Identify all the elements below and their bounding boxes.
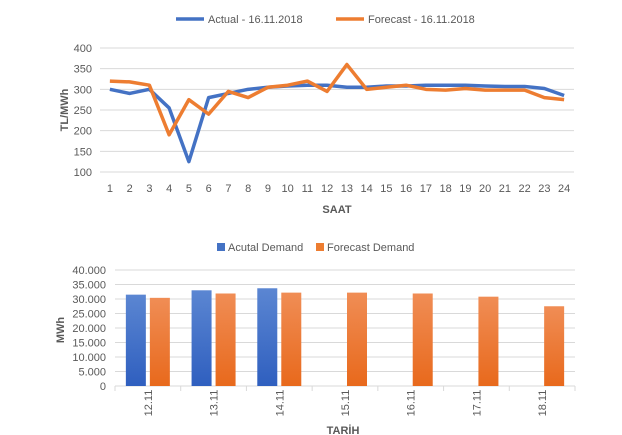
x-tick-label: 16 — [400, 183, 412, 195]
x-tick-label: 16.11 — [406, 390, 418, 417]
x-tick-label: 22 — [519, 183, 531, 195]
x-tick-label: 5 — [186, 183, 192, 195]
bar-actual — [257, 288, 278, 386]
x-axis-title: SAAT — [322, 204, 351, 216]
series-line-actual — [109, 83, 565, 164]
x-tick-label: 11 — [302, 183, 313, 195]
y-tick-label: 200 — [74, 126, 92, 138]
x-tick-label: 7 — [225, 183, 231, 195]
y-tick-label: 25.000 — [72, 309, 106, 321]
x-tick-label: 20 — [479, 183, 491, 195]
x-tick-label: 21 — [499, 183, 511, 195]
x-tick-label: 15 — [380, 183, 392, 195]
x-tick-label: 1 — [107, 183, 113, 195]
legend-label: Forecast Demand — [327, 242, 414, 254]
y-axis-title: TL/MWh — [59, 88, 71, 131]
bar-forecast — [215, 293, 236, 386]
y-tick-label: 350 — [74, 64, 92, 76]
y-tick-label: 300 — [74, 84, 92, 96]
x-tick-label: 18.11 — [537, 390, 549, 417]
y-tick-label: 10.000 — [72, 352, 106, 364]
y-tick-label: 35.000 — [72, 280, 106, 292]
x-tick-label: 15.11 — [340, 390, 352, 417]
x-tick-label: 13.11 — [209, 390, 221, 417]
bar-forecast — [149, 297, 170, 386]
bar-forecast — [347, 292, 367, 386]
x-tick-label: 4 — [166, 183, 172, 195]
x-tick-label: 14.11 — [274, 390, 286, 417]
x-tick-label: 17.11 — [471, 390, 483, 417]
x-axis-title: TARİH — [327, 424, 360, 435]
bar-chart: 0 5.000 10.000 15.000 20.000 25.000 30.000 35.0… — [55, 242, 576, 435]
y-tick-label: 20.000 — [72, 323, 106, 335]
y-tick-label: 150 — [74, 146, 92, 158]
bar-actual — [125, 294, 146, 386]
x-tick-label: 19 — [459, 183, 471, 195]
x-tick-label: 13 — [341, 183, 353, 195]
y-tick-label: 0 — [100, 381, 106, 393]
x-tick-label: 12.11 — [143, 390, 155, 417]
x-tick-label: 24 — [558, 183, 570, 195]
bar-forecast — [478, 296, 499, 386]
x-tick-label: 14 — [361, 183, 373, 195]
y-tick-label: 5.000 — [78, 367, 106, 379]
x-tick-label: 23 — [538, 183, 550, 195]
y-tick-label: 15.000 — [72, 338, 106, 350]
series-line-forecast — [109, 62, 565, 137]
legend-label: Acutal Demand — [228, 242, 303, 254]
bar-forecast — [281, 292, 302, 386]
y-tick-label: 40.000 — [72, 265, 106, 277]
legend-swatch — [316, 243, 324, 251]
legend-label: Actual - 16.11.2018 — [208, 14, 303, 26]
x-tick-label: 17 — [420, 183, 432, 195]
legend-label: Forecast - 16.11.2018 — [368, 14, 475, 26]
legend-swatch — [217, 243, 225, 251]
bar-actual — [191, 290, 212, 386]
x-tick-label: 10 — [282, 183, 294, 195]
x-tick-label: 18 — [440, 183, 452, 195]
y-axis-title: MWh — [55, 317, 67, 344]
x-tick-label: 2 — [127, 183, 133, 195]
y-tick-label: 30.000 — [72, 294, 106, 306]
x-tick-label: 3 — [146, 183, 152, 195]
y-tick-label: 400 — [74, 43, 92, 55]
x-tick-label: 6 — [206, 183, 212, 195]
x-tick-label: 12 — [321, 183, 333, 195]
y-tick-label: 100 — [74, 167, 92, 179]
bar-forecast — [544, 306, 565, 386]
y-tick-label: 250 — [74, 105, 92, 117]
x-tick-label: 9 — [265, 183, 271, 195]
x-tick-label: 8 — [245, 183, 251, 195]
bar-forecast — [412, 293, 433, 386]
